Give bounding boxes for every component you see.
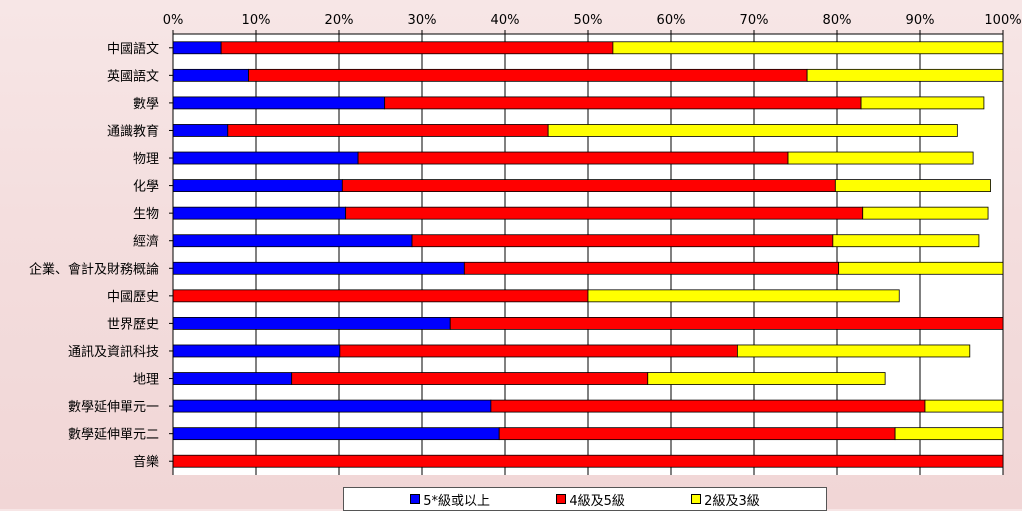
legend-swatch-red — [556, 494, 567, 504]
bar-segment-2-3 — [587, 289, 900, 303]
y-tick-label: 世界歷史 — [107, 317, 159, 332]
x-tick-label: 50% — [574, 13, 603, 28]
bar-segment-5star — [172, 317, 451, 330]
y-tick-label: 企業、會計及財務概論 — [29, 261, 159, 277]
bar-segment-2-3 — [806, 68, 1004, 82]
bar-segment-4-5 — [357, 151, 789, 165]
bar-segment-5star — [172, 372, 293, 385]
x-tick-label: 70% — [740, 13, 769, 28]
bar-segment-2-3 — [612, 41, 1004, 55]
x-tick-label: 40% — [491, 13, 520, 28]
x-tick-label: 90% — [906, 13, 935, 28]
bar-segment-4-5 — [463, 261, 840, 275]
bar-segment-4-5 — [172, 289, 589, 303]
bar-segment-2-3 — [860, 96, 985, 110]
bar-segment-5star — [172, 261, 465, 275]
x-tick-label: 20% — [325, 13, 354, 28]
x-tick-label: 30% — [408, 13, 437, 28]
bar-segment-2-3 — [787, 151, 974, 165]
x-tick-label: 10% — [242, 13, 271, 28]
bar-segment-4-5 — [449, 317, 1004, 330]
legend-item-5star: 5*級或以上 — [410, 490, 490, 509]
bar-segment-2-3 — [647, 372, 886, 385]
bar-segment-2-3 — [838, 261, 1004, 275]
bar-segment-5star — [172, 96, 386, 110]
x-tick-label: 0% — [163, 13, 184, 28]
legend-label-5star: 5*級或以上 — [423, 493, 491, 509]
bar-segment-4-5 — [498, 427, 896, 441]
y-tick-label: 物理 — [133, 152, 159, 167]
legend-item-23: 2級及3級 — [691, 490, 760, 509]
y-tick-label: 中國歷史 — [107, 290, 159, 305]
y-tick-label: 通識教育 — [107, 123, 159, 139]
bar-segment-5star — [172, 344, 341, 358]
y-tick-label: 數學延伸單元二 — [68, 428, 159, 443]
y-tick-label: 地理 — [133, 373, 159, 388]
bar-segment-4-5 — [345, 206, 864, 220]
x-tick-label: 100% — [984, 13, 1021, 28]
chart-legend: 5*級或以上 4級及5級 2級及3級 — [343, 487, 827, 511]
bar-segment-5star — [172, 399, 492, 413]
y-tick-label: 化學 — [133, 180, 159, 195]
bar-segment-4-5 — [339, 344, 738, 358]
legend-swatch-blue — [410, 494, 421, 504]
bar-segment-5star — [172, 41, 222, 55]
bar-segment-4-5 — [291, 372, 649, 385]
legend-item-45: 4級及5級 — [556, 490, 625, 509]
bar-segment-2-3 — [862, 206, 989, 220]
bar-segment-4-5 — [341, 179, 836, 192]
legend-label-23: 2級及3級 — [704, 493, 760, 509]
y-tick-label: 數學延伸單元一 — [68, 400, 159, 415]
y-tick-label: 數學 — [133, 97, 159, 112]
bar-segment-2-3 — [894, 427, 1004, 441]
bar-segment-5star — [172, 68, 249, 82]
bar-segment-2-3 — [832, 234, 980, 248]
bar-segment-4-5 — [220, 41, 614, 55]
y-tick-label: 通訊及資訊科技 — [68, 345, 159, 360]
x-tick-label: 60% — [657, 13, 686, 28]
bar-segment-2-3 — [737, 344, 971, 358]
bar-segment-4-5 — [172, 454, 1004, 468]
y-tick-label: 中國語文 — [107, 41, 159, 57]
y-tick-label: 音樂 — [133, 454, 159, 470]
bar-segment-2-3 — [547, 124, 958, 137]
legend-label-45: 4級及5級 — [569, 493, 625, 509]
bar-segment-5star — [172, 206, 347, 220]
bar-segment-5star — [172, 151, 359, 165]
y-tick-label: 英國語文 — [107, 68, 159, 84]
x-tick-label: 80% — [823, 13, 852, 28]
bar-segment-2-3 — [834, 179, 991, 192]
bar-segment-4-5 — [227, 124, 549, 137]
y-tick-label: 經濟 — [133, 234, 159, 250]
bar-segment-5star — [172, 427, 500, 441]
bar-segment-4-5 — [490, 399, 926, 413]
bar-segment-5star — [172, 124, 229, 137]
y-tick-label: 生物 — [133, 207, 159, 222]
bar-segment-4-5 — [384, 96, 862, 110]
bar-segment-4-5 — [411, 234, 834, 248]
bar-segment-4-5 — [248, 68, 808, 82]
bar-segment-5star — [172, 234, 413, 248]
legend-swatch-yellow — [691, 494, 702, 504]
bar-segment-5star — [172, 179, 343, 192]
bar-segment-2-3 — [924, 399, 1004, 413]
